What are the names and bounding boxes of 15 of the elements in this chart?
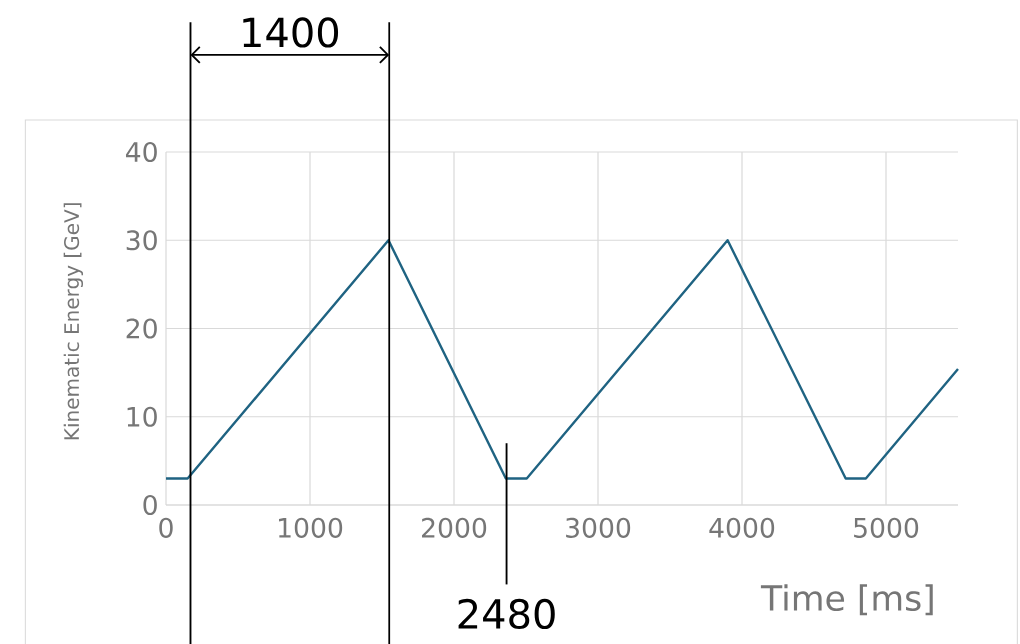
y-tick-label: 30 xyxy=(126,230,157,251)
x-axis-title: Time [ms] xyxy=(760,584,933,616)
text: 2480 xyxy=(458,598,555,630)
y-axis-title: Kinematic Energy [GeV] xyxy=(63,203,84,440)
x-tick-label: 3000 xyxy=(566,517,631,538)
y-tick-label: 40 xyxy=(125,141,157,163)
y-tick-label: 20 xyxy=(126,318,157,339)
text: 1400 xyxy=(243,17,339,48)
x-tick-label: 5000 xyxy=(854,517,919,538)
x-tick-label: 0 xyxy=(159,517,173,538)
y-tick-label: 10 xyxy=(127,406,157,427)
x-tick-label: 4000 xyxy=(709,517,775,538)
x-tick-label: 2000 xyxy=(422,517,487,538)
x-tick-label: 1000 xyxy=(279,517,343,538)
y-tick-label: 0 xyxy=(143,494,157,516)
